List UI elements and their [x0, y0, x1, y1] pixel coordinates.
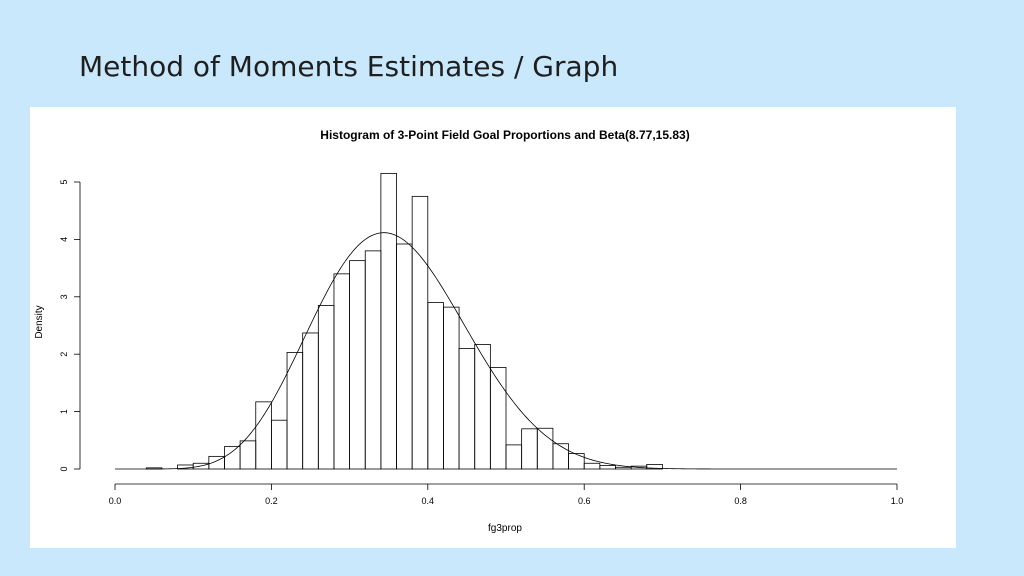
y-axis: 0 1 2 3 4 5	[59, 179, 81, 472]
y-tick-label: 0	[59, 466, 69, 471]
histogram-bar	[599, 465, 616, 470]
histogram-bar	[302, 332, 319, 470]
beta-density-curve	[115, 232, 897, 470]
y-tick-label: 4	[59, 237, 69, 242]
histogram-bar	[552, 443, 569, 470]
curve-layer	[115, 232, 897, 470]
x-tick-label: 0.0	[109, 496, 122, 506]
histogram-bar	[583, 462, 601, 470]
histogram-bar	[443, 306, 460, 470]
histogram-bars	[145, 172, 663, 470]
histogram-bar	[646, 464, 663, 470]
y-tick-label: 3	[59, 294, 69, 299]
histogram-bar	[427, 302, 444, 470]
histogram-bar	[396, 243, 413, 470]
histogram-bar	[239, 440, 257, 470]
histogram-bar	[380, 172, 397, 470]
x-tick-label: 0.2	[265, 496, 278, 506]
histogram-bar	[317, 305, 335, 470]
chart-title: Histogram of 3-Point Field Goal Proporti…	[320, 128, 689, 142]
histogram-bar	[224, 446, 241, 470]
histogram-bar	[489, 366, 507, 470]
histogram-bar	[474, 344, 491, 470]
y-tick-label: 5	[59, 179, 69, 184]
x-tick-label: 0.8	[734, 496, 747, 506]
histogram-bar	[286, 352, 304, 470]
x-tick-label: 1.0	[891, 496, 904, 506]
histogram-bar	[270, 419, 288, 470]
histogram-bar	[411, 195, 429, 470]
histogram-chart: Histogram of 3-Point Field Goal Proporti…	[34, 128, 904, 534]
histogram-bar	[568, 453, 585, 470]
y-tick-label: 1	[59, 409, 69, 414]
y-axis-label: Density	[34, 305, 45, 338]
x-axis: 0.0 0.2 0.4 0.6 0.8 1.0	[109, 483, 904, 506]
x-tick-label: 0.6	[578, 496, 591, 506]
histogram-bar	[333, 273, 350, 470]
plot-panel: Histogram of 3-Point Field Goal Proporti…	[30, 107, 956, 548]
histogram-bar	[458, 348, 476, 470]
slide-title: Method of Moments Estimates / Graph	[79, 50, 619, 83]
histogram-bar	[255, 401, 272, 470]
x-axis-label: fg3prop	[488, 523, 522, 534]
histogram-bar	[536, 427, 554, 470]
x-tick-label: 0.4	[422, 496, 435, 506]
histogram-bar	[615, 466, 632, 470]
histogram-bar	[521, 428, 538, 470]
histogram-bar	[349, 260, 366, 470]
histogram-bar	[364, 250, 382, 470]
y-tick-label: 2	[59, 352, 69, 357]
histogram-bar	[505, 444, 523, 470]
